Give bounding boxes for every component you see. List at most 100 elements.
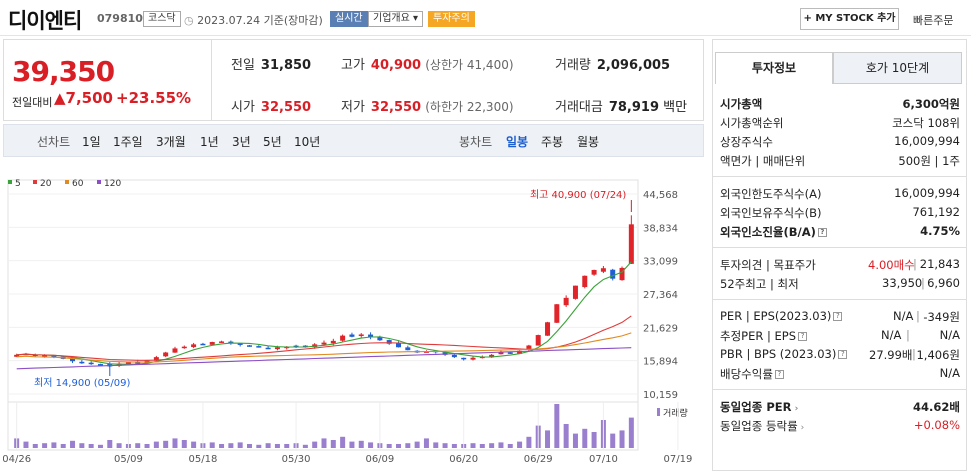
low-value: 32,550 — [370, 100, 422, 115]
period-weekly[interactable]: 주봉 — [541, 135, 564, 149]
tab-quote-10[interactable]: 호가 10단계 — [833, 52, 962, 84]
info-pbr: PBR | BPS (2023.03)? 27.99배 | 1,406원 — [720, 347, 960, 362]
period-3y[interactable]: 3년 — [232, 135, 251, 149]
info-industry-per[interactable]: 동일업종 PER › 44.62배 — [720, 399, 960, 417]
company-overview-dropdown[interactable]: 기업개요 ▾ — [368, 11, 424, 27]
candle-body — [507, 352, 513, 354]
volume-bar — [330, 440, 336, 448]
info-market-cap: 시가총액 6,300억원 — [720, 96, 960, 114]
bps-value: 1,406원 — [916, 348, 960, 362]
volume-bar — [237, 442, 243, 448]
help-icon[interactable]: ? — [817, 228, 827, 237]
opinion-label: 투자의견 | 목표주가 — [720, 258, 816, 272]
candle-body — [191, 344, 197, 348]
foreign-limit-label: 외국인한도주식수(A) — [720, 187, 822, 201]
candle-body — [396, 342, 402, 348]
clock-icon: ◷ — [184, 14, 198, 27]
volume-bar — [97, 444, 103, 448]
legend-label: 20 — [40, 179, 52, 189]
info-industry-rate[interactable]: 동일업종 등락률 › +0.08% — [720, 418, 960, 436]
candle-body — [246, 345, 252, 347]
help-icon[interactable]: ? — [838, 350, 848, 359]
volume-legend-swatch — [657, 408, 660, 416]
stock-name: 디이엔티 — [8, 9, 82, 33]
est-per-label: 추정PER | EPS — [720, 329, 797, 343]
volume-bar — [563, 424, 569, 448]
y-tick-label: 33,099 — [643, 257, 678, 268]
period-5y[interactable]: 5년 — [263, 135, 282, 149]
w52-label: 52주최고 | 최저 — [720, 277, 799, 291]
volume-bar — [79, 443, 85, 448]
volume-bar — [582, 428, 588, 448]
candle-body — [209, 342, 215, 345]
base-date-text: 2023.07.24 기준(장마감) — [197, 14, 323, 27]
price-chart[interactable]: 44,568 38,834 33,099 27,364 21,629 15,894 10,1… — [2, 172, 704, 471]
candle-body — [88, 362, 94, 365]
period-1d[interactable]: 1일 — [82, 135, 101, 149]
stock-code: 079810 — [97, 12, 143, 25]
help-icon[interactable]: ? — [833, 312, 843, 321]
tab-invest-info[interactable]: 투자정보 — [715, 52, 833, 84]
candle-body — [70, 358, 76, 362]
trade-amount: 거래대금 78,919 백만 — [555, 96, 687, 115]
help-icon[interactable]: ? — [798, 332, 808, 341]
period-10y[interactable]: 10년 — [294, 135, 321, 149]
chevron-right-icon: › — [797, 423, 805, 433]
volume-value: 2,096,005 — [596, 58, 671, 73]
help-icon[interactable]: ? — [774, 370, 784, 379]
foreign-hold-value: 761,192 — [912, 205, 960, 219]
volume-bar — [591, 432, 597, 448]
candle-body — [358, 334, 364, 336]
volume-bar — [405, 443, 411, 448]
volume-label: 거래량 — [555, 58, 591, 73]
amount-value: 78,919 — [608, 100, 660, 115]
add-mystock-button[interactable]: + MY STOCK 추가 — [800, 8, 899, 30]
par-value: 500원 | 1주 — [898, 154, 960, 168]
quick-order-link[interactable]: 빠른주문 — [913, 14, 954, 27]
info-foreign-limit: 외국인한도주식수(A) 16,009,994 — [720, 186, 960, 204]
high-value: 40,900 — [370, 58, 422, 73]
period-daily[interactable]: 일봉 — [506, 135, 529, 149]
candle-body — [181, 346, 187, 349]
moving-average-line — [16, 332, 632, 363]
volume-bar — [396, 444, 402, 448]
candle-body — [628, 224, 634, 264]
volume-bar — [572, 433, 578, 448]
info-dividend: 배당수익률? N/A — [720, 366, 960, 384]
candle-body — [51, 355, 57, 358]
legend-swatch — [33, 180, 37, 184]
x-tick-label: 06/29 — [524, 454, 553, 465]
divider — [713, 299, 966, 300]
divider — [713, 389, 966, 390]
volume-bar — [23, 441, 29, 448]
div-value: N/A — [939, 366, 960, 380]
price-rate: +23.55% — [116, 89, 192, 107]
volume-bar — [163, 440, 169, 448]
info-foreign-hold: 외국인보유주식수(B) 761,192 — [720, 205, 960, 223]
industry-rate-value: +0.08% — [913, 418, 960, 432]
candle-body — [554, 304, 560, 323]
period-3m[interactable]: 3개월 — [156, 135, 186, 149]
market-badge: 코스닥 — [143, 11, 181, 27]
period-1y[interactable]: 1년 — [200, 135, 219, 149]
info-opinion: 투자의견 | 목표주가 4.00매수 | 21,843 — [720, 257, 960, 272]
period-1w[interactable]: 1주일 — [113, 135, 143, 149]
current-price: 39,350 — [12, 55, 115, 88]
volume-bar — [340, 436, 346, 448]
candle-body — [535, 335, 541, 346]
rank-value: 코스닥 108위 — [892, 116, 960, 130]
realtime-button[interactable]: 실시간 — [330, 11, 368, 27]
volume-bar — [256, 444, 262, 448]
max-price-label: 최고 40,900 (07/24) — [530, 189, 626, 201]
pbr-label: PBR | BPS (2023.03) — [720, 347, 837, 361]
candle-body — [349, 334, 355, 337]
foreign-limit-value: 16,009,994 — [894, 186, 960, 200]
warning-badge: 투자주의 — [428, 11, 475, 27]
candle-body — [377, 336, 383, 341]
candle-body — [330, 340, 336, 344]
legend-swatch — [97, 180, 101, 184]
candle-body — [470, 357, 476, 360]
period-monthly[interactable]: 월봉 — [577, 135, 600, 149]
volume-bar — [302, 444, 308, 448]
volume-bar — [191, 441, 197, 448]
